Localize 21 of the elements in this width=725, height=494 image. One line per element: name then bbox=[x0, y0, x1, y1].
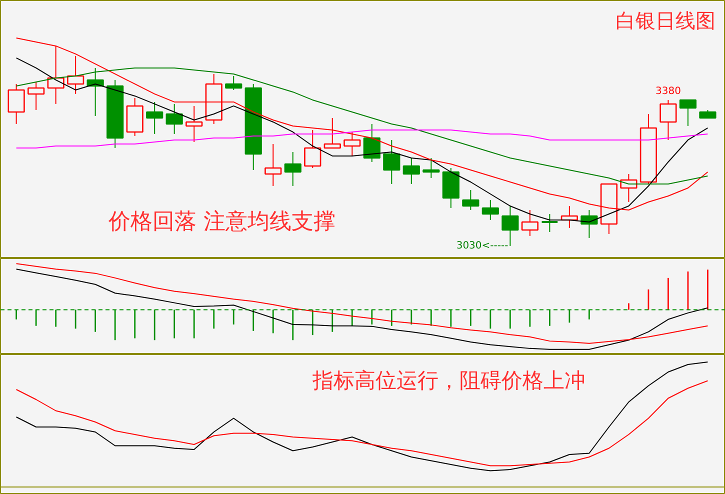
candlestick bbox=[284, 151, 302, 186]
annotation: 指标高位运行，阻碍价格上冲 bbox=[312, 368, 586, 392]
candlestick bbox=[146, 101, 164, 134]
candlestick bbox=[560, 206, 578, 229]
annotation: 3030<----- bbox=[456, 240, 509, 252]
candlestick bbox=[679, 99, 697, 126]
candlestick bbox=[422, 157, 440, 178]
candlestick bbox=[324, 117, 341, 149]
candlestick bbox=[67, 55, 84, 94]
candlestick bbox=[521, 210, 538, 237]
candlestick bbox=[166, 103, 183, 134]
annotation: 价格回落 注意均线支撑 bbox=[108, 210, 336, 234]
candlestick bbox=[482, 200, 499, 221]
candlestick bbox=[383, 139, 400, 184]
annotation: 3380 bbox=[655, 86, 681, 97]
candlestick bbox=[264, 143, 282, 186]
candlestick bbox=[47, 45, 64, 104]
chart-title: 白银日线图 bbox=[616, 8, 716, 32]
candlestick bbox=[620, 173, 638, 202]
candlestick bbox=[186, 105, 203, 142]
candlestick bbox=[106, 79, 124, 148]
